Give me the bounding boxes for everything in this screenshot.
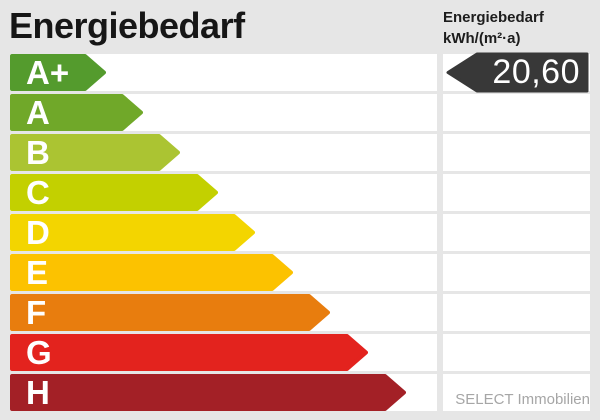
band-label: B [26,134,50,171]
unit-header-line1: Energiebedarf [443,9,544,26]
row-cell-right [443,174,590,211]
row-cell-right [443,254,590,291]
band-label: D [26,214,50,251]
scale-row-G: G [0,334,600,371]
band-arrow-G [10,334,368,371]
row-cell-left: D [10,214,437,251]
band-label: C [26,174,50,211]
unit-header-line2: kWh/(m²·a) [443,30,521,47]
band-arrow-C [10,174,218,211]
scale-row-H: H [0,374,600,411]
row-cell-left: C [10,174,437,211]
band-label: A+ [26,54,70,91]
scale-row-F: F [0,294,600,331]
page-title: Energiebedarf [9,5,245,46]
scale-row-C: C [0,174,600,211]
row-cell-right [443,374,590,411]
band-label: A [26,94,50,131]
band-arrow-B [10,134,180,171]
band-label: G [26,334,52,371]
row-cell-left: A [10,94,437,131]
value-arrow [446,52,589,93]
band-arrow-F [10,294,330,331]
brand-watermark: SELECT Immobilien [455,391,590,408]
unit-header: Energiebedarf kWh/(m²·a) [443,7,544,49]
band-label: E [26,254,49,291]
band-arrow-E [10,254,293,291]
value-text: 20,60 [492,53,580,91]
row-cell-left: A+ [10,54,437,91]
scale-row-B: B [0,134,600,171]
band-arrow-A+ [10,54,106,91]
row-cell-left: H [10,374,437,411]
row-cell-right [443,94,590,131]
band-arrow-D [10,214,255,251]
band-arrow-H [10,374,406,411]
band-arrow-A [10,94,143,131]
value-arrow-shape [446,52,589,93]
band-label: F [26,294,47,331]
scale-row-A: A [0,94,600,131]
row-cell-left: B [10,134,437,171]
row-cell-left: E [10,254,437,291]
row-cell-right [443,214,590,251]
row-cell-left: F [10,294,437,331]
row-cell-right [443,134,590,171]
scale-row-E: E [0,254,600,291]
row-cell-left: G [10,334,437,371]
row-cell-right [443,294,590,331]
row-cell-right [443,334,590,371]
scale-row-D: D [0,214,600,251]
band-label: H [26,374,50,411]
